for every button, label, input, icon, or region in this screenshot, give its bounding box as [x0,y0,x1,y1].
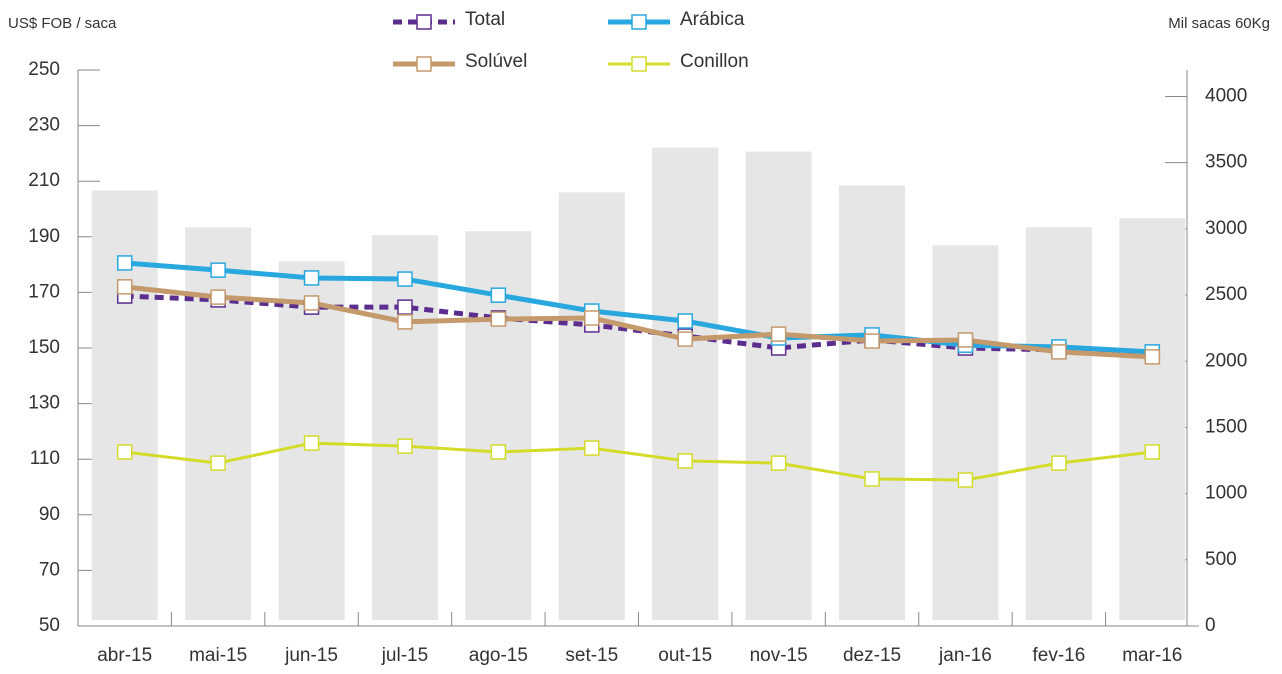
marker [116,255,133,271]
x-tick-label: fev-16 [1032,645,1085,666]
marker [303,270,320,286]
marker [490,311,507,327]
marker [397,271,413,287]
marker [303,295,320,311]
marker [303,435,320,451]
marker [1144,444,1161,460]
x-tick-label: mai-15 [189,645,247,666]
legend-marker [631,56,647,72]
y2-axis-label: Mil sacas 60Kg [1168,15,1270,32]
bar [745,151,812,620]
y2-tick-label: 3000 [1205,218,1247,239]
x-tick-label: jun-15 [284,645,338,666]
x-tick-label: mar-16 [1122,645,1182,666]
y-tick-label: 130 [28,393,60,414]
bar [1025,227,1092,621]
bar [185,227,252,621]
x-tick-label: jul-15 [381,645,428,666]
marker [677,313,693,329]
x-tick-label: ago-15 [469,645,528,666]
y-tick-label: 110 [30,448,60,469]
bar [1119,218,1186,620]
y-tick-label: 250 [28,59,60,80]
x-tick-label: abr-15 [97,645,152,666]
legend-label: Total [465,9,505,30]
marker [864,333,880,349]
bar [91,190,158,620]
marker [584,440,600,456]
line [124,260,1153,355]
y2-tick-label: 3500 [1205,152,1247,173]
marker [397,314,413,330]
marker [397,438,413,454]
y-tick-label: 210 [28,170,60,191]
legend-marker [416,14,432,30]
bar [558,192,625,620]
line [124,284,1153,360]
y-tick-label: 150 [28,337,60,358]
marker [490,444,507,460]
bar [371,235,438,620]
bar [652,147,719,620]
y2-tick-label: 0 [1205,615,1216,636]
x-tick-label: jan-16 [938,645,992,666]
marker [1051,455,1067,471]
y-tick-label: 50 [39,615,60,636]
y2-tick-label: 1500 [1205,416,1247,437]
legend-label: Conillon [680,51,749,72]
y-tick-label: 90 [39,504,60,525]
x-tick-label: out-15 [658,645,712,666]
marker [116,279,133,295]
marker [584,310,600,326]
marker [770,455,787,471]
marker [864,471,880,487]
legend-label: Arábica [680,9,745,30]
legend-marker [416,56,432,72]
y-axis-label: US$ FOB / saca [8,15,117,32]
y2-tick-label: 1000 [1205,483,1247,504]
bar [932,245,999,620]
y-tick-label: 170 [28,281,60,302]
y2-tick-label: 4000 [1205,85,1247,106]
marker [677,331,693,347]
marker [210,289,226,305]
x-tick-label: dez-15 [843,645,901,666]
legend-marker [631,14,647,30]
y2-tick-label: 2000 [1205,350,1247,371]
marker [677,453,693,469]
y-tick-label: 190 [28,226,60,247]
y-tick-label: 230 [28,115,60,136]
marker [957,472,974,488]
bar [839,185,906,620]
legend-label: Solúvel [465,51,527,72]
marker [770,326,787,342]
marker [957,332,974,348]
x-tick-label: set-15 [565,645,618,666]
marker [1051,344,1067,360]
marker [210,262,226,278]
marker [397,299,413,315]
marker [116,444,133,460]
x-tick-label: nov-15 [750,645,808,666]
marker [490,287,507,303]
y2-tick-label: 2500 [1205,284,1247,305]
line [124,441,1153,482]
marker [210,455,226,471]
y-tick-label: 70 [39,559,60,580]
marker [1144,349,1161,365]
y2-tick-label: 500 [1205,549,1237,570]
